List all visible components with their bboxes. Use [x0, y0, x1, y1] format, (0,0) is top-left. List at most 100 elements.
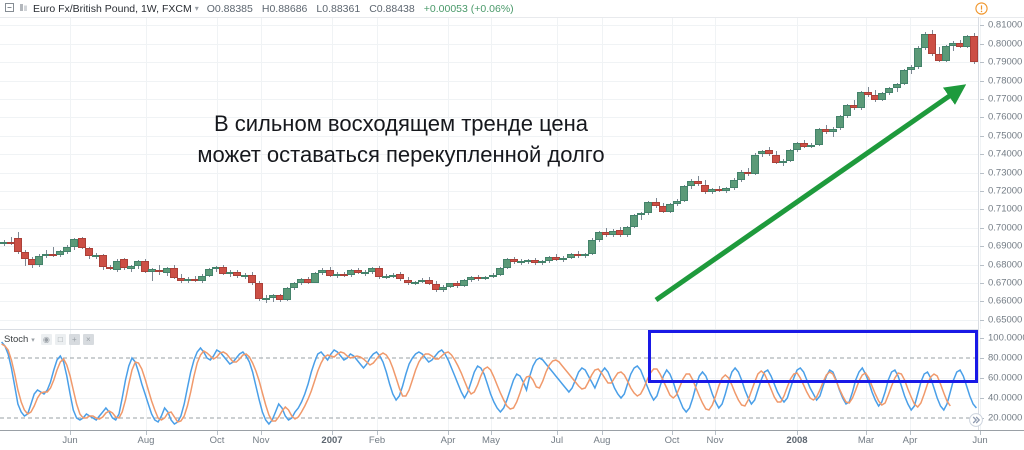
candle-body	[623, 226, 631, 235]
candle-body	[722, 188, 730, 191]
candle-body	[233, 272, 241, 277]
time-tick	[715, 431, 716, 435]
gridline-h	[0, 190, 978, 192]
price-tick-label: 0.80000	[988, 38, 1023, 50]
pane-divider[interactable]	[0, 329, 978, 330]
gridline-h	[0, 246, 978, 248]
candle-body	[595, 231, 603, 240]
candle-body	[354, 270, 362, 273]
candle-body	[127, 266, 135, 269]
gridline-h	[0, 98, 978, 100]
candle-body	[517, 261, 525, 264]
time-tick-label: Oct	[209, 435, 225, 446]
stoch-tick-label: 20.0000	[988, 412, 1023, 424]
gridline-h	[0, 172, 978, 174]
candle-body	[942, 46, 950, 61]
high-value: H0.88686	[261, 2, 308, 15]
candle-body	[35, 255, 43, 265]
candle-body	[78, 237, 86, 248]
candle-body	[914, 47, 922, 68]
candle-body	[318, 270, 326, 274]
price-tick-label: 0.66000	[988, 295, 1023, 307]
time-tick-label: Jul	[550, 435, 564, 446]
axis-tick	[980, 246, 984, 248]
bar-chart-icon[interactable]	[19, 3, 28, 15]
candle-body	[673, 200, 681, 205]
time-tick-label: 2007	[321, 435, 343, 446]
axis-tick	[980, 282, 984, 284]
chart-legend: Euro Fx/British Pound, 1W, FXCM ▾ O0.883…	[0, 0, 1024, 17]
gridline-h	[0, 62, 978, 64]
chevron-down-icon[interactable]: ▾	[31, 336, 35, 344]
axis-tick	[980, 209, 984, 211]
price-tick-label: 0.79000	[988, 56, 1023, 68]
axis-tick	[980, 25, 984, 27]
candle-body	[326, 269, 334, 276]
price-tick-label: 0.75000	[988, 130, 1023, 142]
candle-body	[885, 88, 893, 94]
visibility-icon[interactable]: □	[54, 334, 66, 345]
candle-body	[893, 83, 901, 89]
price-pane[interactable]	[0, 17, 981, 329]
time-tick	[146, 431, 147, 435]
time-tick	[377, 431, 378, 435]
gridline-h	[0, 80, 978, 82]
indicator-name[interactable]: Stoch	[4, 334, 29, 345]
warning-icon[interactable]	[975, 2, 988, 15]
settings-icon[interactable]: ◉	[40, 334, 52, 345]
collapse-icon[interactable]	[5, 2, 14, 15]
overbought-highlight-box[interactable]	[648, 330, 978, 383]
gridline-v	[332, 330, 333, 430]
gridline-v	[491, 17, 492, 329]
candle-body	[503, 259, 511, 268]
gridline-v	[70, 17, 71, 329]
time-tick	[332, 431, 333, 435]
candle-body	[970, 35, 978, 63]
candle-body	[644, 202, 652, 214]
stoch-tick-label: 40.0000	[988, 392, 1023, 404]
candle-body	[283, 288, 291, 300]
time-axis-divider	[0, 430, 1024, 431]
stochastic-axis[interactable]: 100.0000 80.0000 60.0000 40.0000 20.0000	[979, 330, 1024, 430]
candle-body	[878, 93, 886, 100]
axis-tick	[980, 98, 984, 100]
gridline-v	[448, 330, 449, 430]
time-axis[interactable]: Jun Aug Oct Nov 2007 Feb Apr May Jul Aug Oct Nov 200…	[0, 431, 1024, 450]
candle-body	[836, 116, 844, 129]
gridline-v	[377, 17, 378, 329]
annotation-text: В сильном восходящем тренде цена может о…	[151, 108, 651, 170]
time-tick	[70, 431, 71, 435]
time-tick-label: Oct	[664, 435, 680, 446]
candle-body	[928, 34, 936, 54]
candle-body	[786, 150, 794, 162]
gridline-h	[0, 282, 978, 284]
time-tick	[602, 431, 603, 435]
candle-body	[56, 251, 64, 255]
add-icon[interactable]: +	[68, 334, 80, 345]
gridline-h	[0, 398, 978, 399]
fast-forward-icon[interactable]	[968, 412, 984, 428]
candle-body	[907, 67, 915, 71]
axis-tick	[980, 398, 984, 399]
gridline-h	[0, 117, 978, 119]
close-icon[interactable]: ×	[82, 334, 94, 345]
axis-tick	[980, 264, 984, 266]
candle-body	[460, 280, 468, 287]
candle-body	[170, 267, 178, 278]
time-tick	[261, 431, 262, 435]
gridline-v	[448, 17, 449, 329]
candle-body	[630, 215, 638, 227]
price-tick-label: 0.76000	[988, 111, 1023, 123]
axis-tick	[980, 358, 984, 359]
time-tick	[980, 431, 981, 435]
axis-tick	[980, 154, 984, 156]
gridline-v	[980, 330, 981, 430]
price-axis[interactable]: 0.81000 0.80000 0.79000 0.78000 0.77000 0.760…	[979, 17, 1024, 329]
symbol-title[interactable]: Euro Fx/British Pound, 1W, FXCM	[33, 2, 192, 15]
candle-body	[559, 257, 567, 260]
gridline-h	[0, 378, 978, 379]
chevron-down-icon[interactable]: ▾	[194, 4, 199, 13]
axis-tick	[980, 227, 984, 229]
candle-body	[900, 70, 908, 84]
candlestick-series	[0, 17, 978, 329]
